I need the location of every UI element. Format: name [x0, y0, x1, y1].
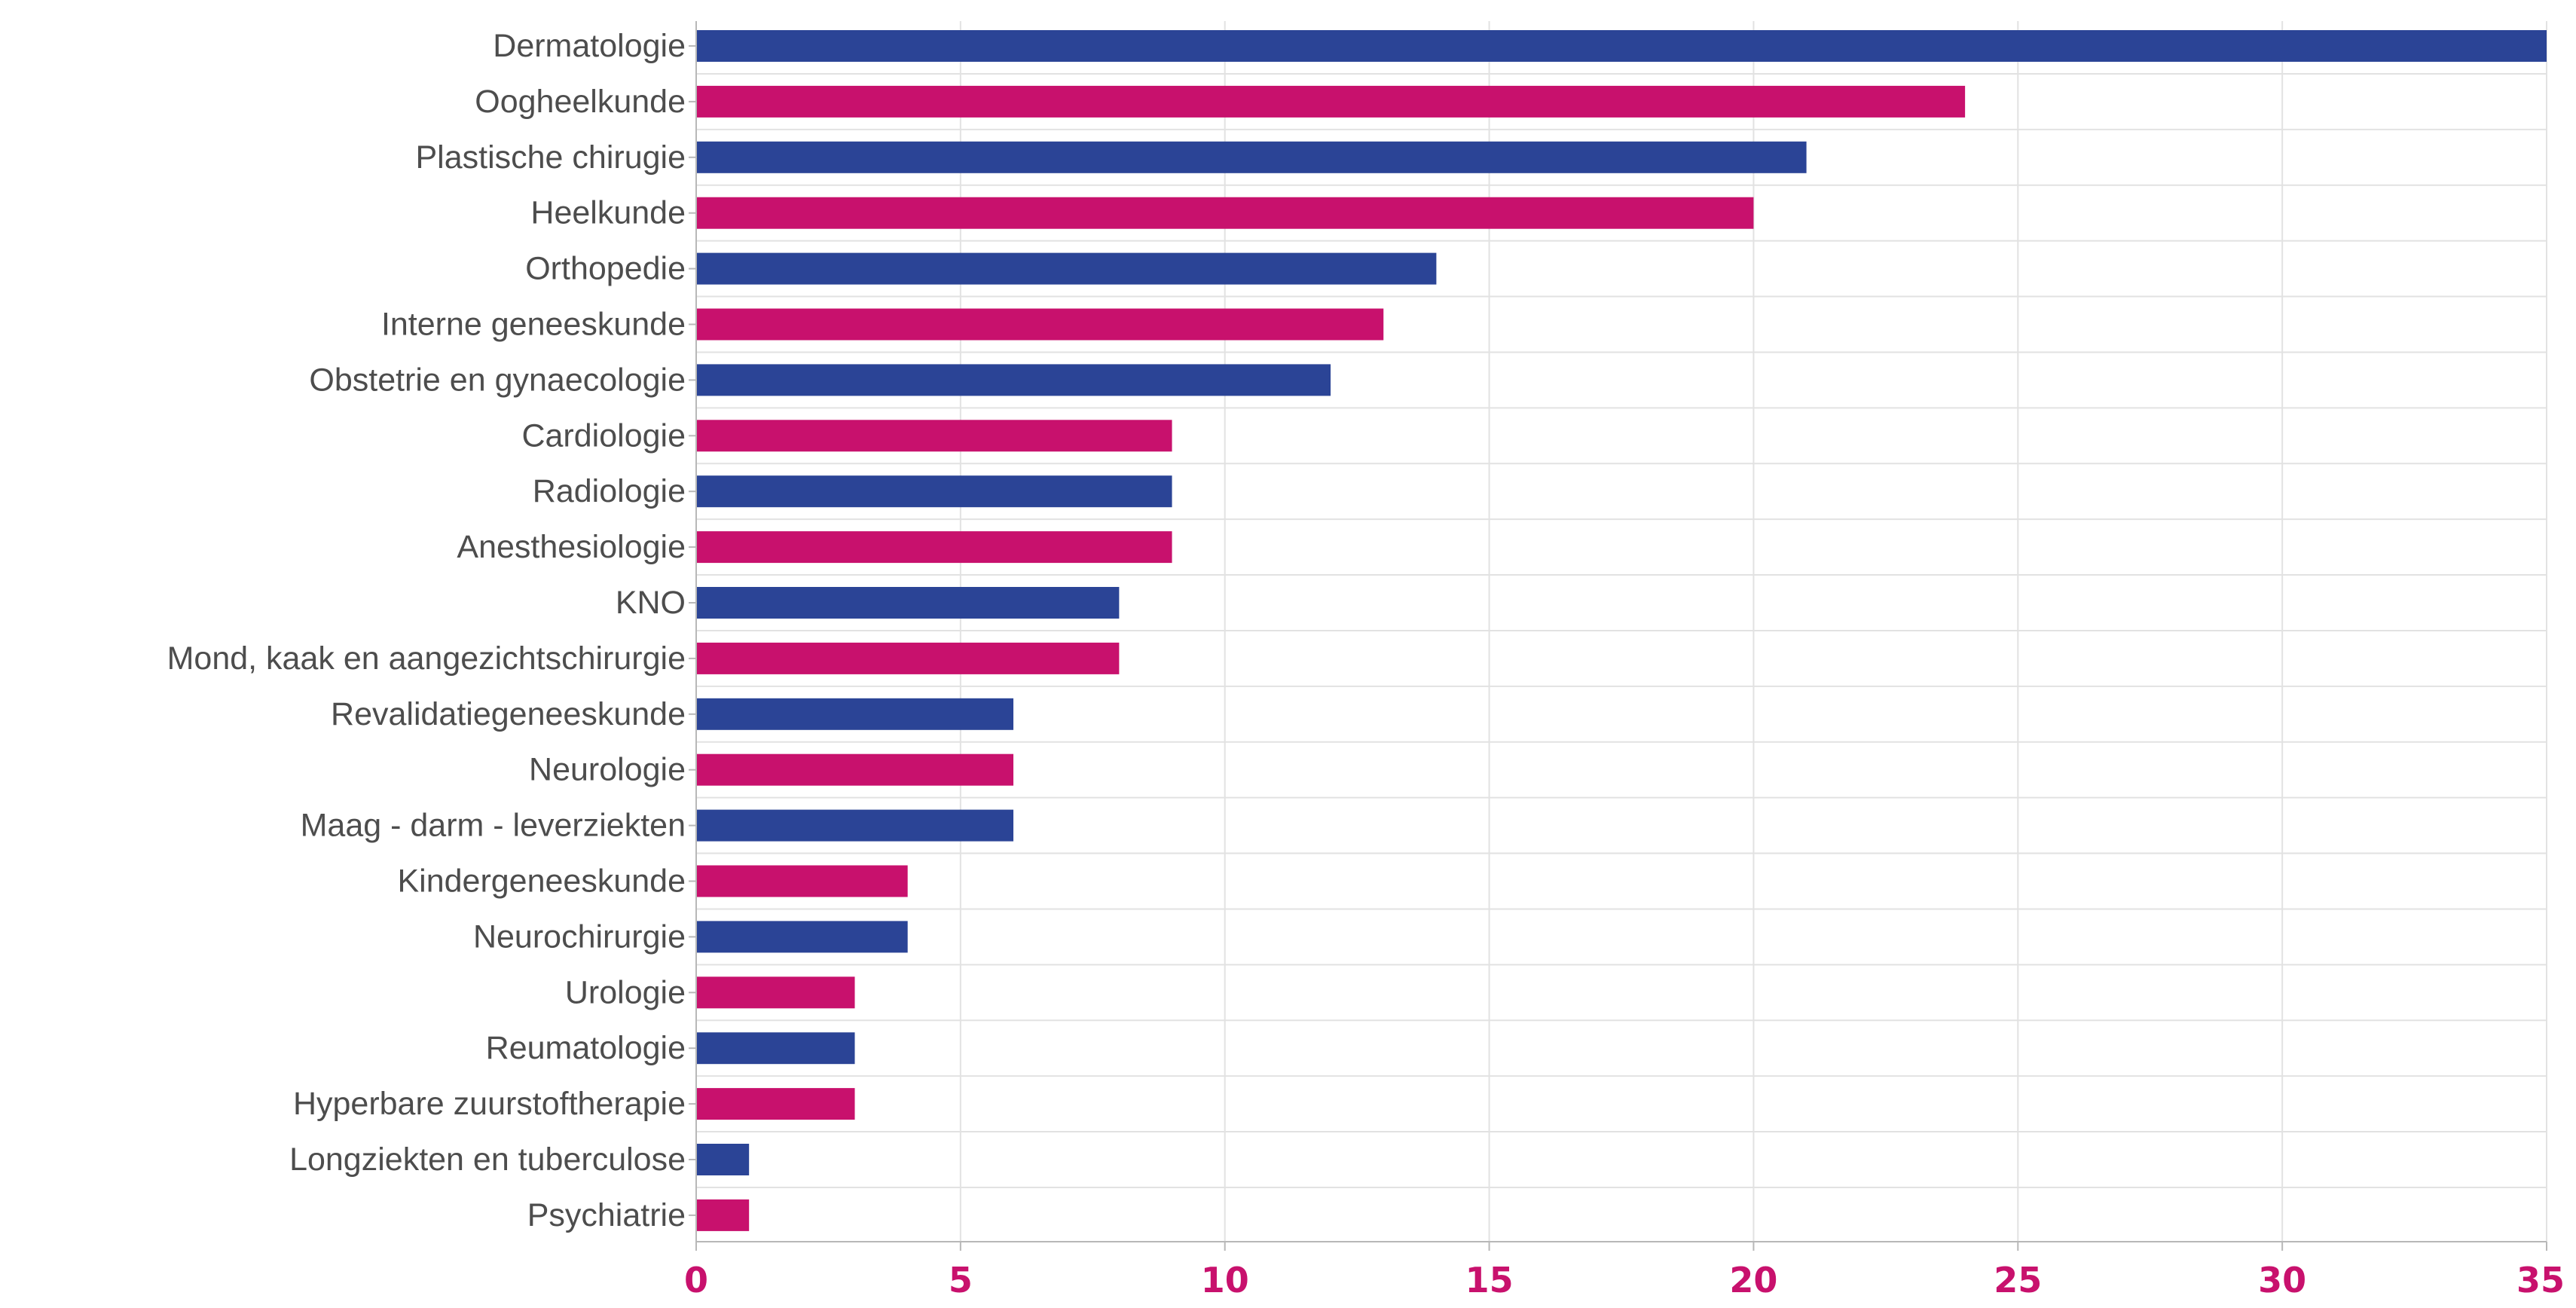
- category-label: Interne geneeskunde: [381, 307, 686, 343]
- bar: [696, 197, 1754, 229]
- category-label: Mond, kaak en aangezichtschirurgie: [167, 640, 686, 677]
- x-tick-label: 35: [2516, 1260, 2565, 1300]
- category-label: Hyperbare zuurstoftherapie: [293, 1086, 686, 1122]
- category-label: Oogheelkunde: [475, 84, 686, 120]
- bar: [696, 30, 2547, 62]
- bar: [696, 587, 1120, 619]
- category-label: Neurochirurgie: [473, 918, 686, 955]
- bar: [696, 308, 1384, 341]
- bar: [696, 364, 1331, 396]
- bar: [696, 85, 1966, 118]
- bar: [696, 976, 855, 1009]
- x-tick-label: 0: [684, 1260, 708, 1300]
- axes: [689, 21, 2547, 1251]
- x-tick-label: 10: [1201, 1260, 1249, 1300]
- category-label: Dermatologie: [493, 28, 686, 64]
- bar: [696, 1088, 855, 1120]
- bar: [696, 698, 1014, 730]
- x-tick-label: 5: [949, 1260, 973, 1300]
- category-label: Reumatologie: [486, 1030, 686, 1066]
- category-label: Obstetrie en gynaecologie: [309, 362, 686, 398]
- bar: [696, 753, 1014, 786]
- x-tick-labels: 0 5 10 15 20 25 30 35: [684, 1260, 2565, 1300]
- x-tick-label: 20: [1729, 1260, 1777, 1300]
- bar: [696, 1199, 750, 1231]
- bar: [696, 141, 1807, 173]
- category-label: Neurologie: [529, 752, 686, 788]
- category-label: Revalidatiegeneeskunde: [331, 696, 686, 732]
- x-tick-label: 25: [1994, 1260, 2042, 1300]
- category-label: Anesthesiologie: [457, 529, 686, 565]
- category-label: Plastische chirugie: [415, 139, 686, 176]
- bar: [696, 420, 1172, 452]
- bar: [696, 642, 1120, 674]
- x-tick-label: 30: [2258, 1260, 2306, 1300]
- bar: [696, 475, 1172, 508]
- category-label: Radiologie: [533, 473, 686, 509]
- category-label: Urologie: [565, 974, 686, 1010]
- x-tick-label: 15: [1465, 1260, 1514, 1300]
- category-label: Psychiatrie: [527, 1197, 686, 1233]
- bar: [696, 921, 908, 953]
- category-label: Orthopedie: [525, 251, 686, 287]
- category-labels: Dermatologie Oogheelkunde Plastische chiru…: [167, 28, 686, 1233]
- category-label: KNO: [616, 585, 686, 621]
- category-label: Heelkunde: [530, 195, 686, 231]
- category-label: Longziekten en tuberculose: [289, 1141, 686, 1178]
- category-label: Kindergeneeskunde: [397, 863, 686, 900]
- bars: [696, 30, 2547, 1231]
- category-label: Cardiologie: [521, 417, 686, 454]
- category-label: Maag - darm - leverziekten: [301, 808, 686, 844]
- bar: [696, 1032, 855, 1065]
- bar: [696, 865, 908, 897]
- grid-lines: [695, 21, 2547, 1242]
- bar: [696, 809, 1014, 842]
- bar: [696, 531, 1172, 564]
- bar: [696, 252, 1437, 285]
- bar: [696, 1144, 750, 1175]
